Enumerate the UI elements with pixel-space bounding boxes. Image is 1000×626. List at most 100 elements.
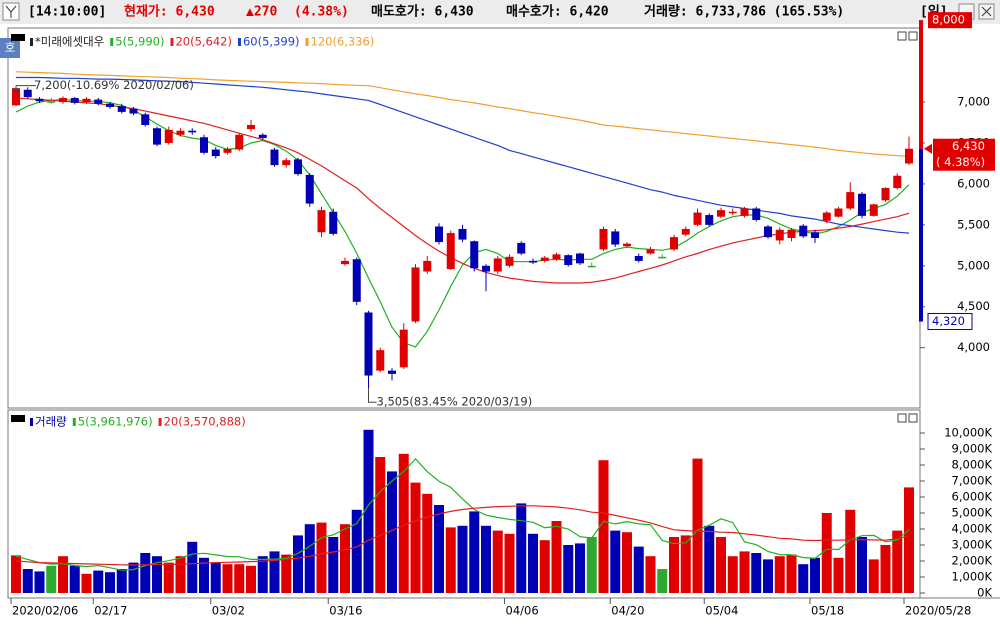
candle-body: [634, 255, 643, 261]
pane-button[interactable]: [908, 31, 918, 41]
legend-swatch: [110, 38, 114, 46]
current-pointer: [924, 143, 932, 154]
volume-bar: [680, 535, 691, 593]
candle-body: [822, 212, 831, 221]
x-tick-label: 04/20: [611, 604, 644, 618]
candle-body: [47, 101, 56, 103]
volume-bar: [669, 537, 679, 593]
candle-body: [881, 188, 890, 201]
candle-body: [341, 260, 349, 265]
candle-body: [317, 210, 326, 233]
candle-body: [164, 129, 173, 143]
y-tick-label: 3,000K: [952, 538, 993, 552]
header-bar: [0, 0, 1000, 24]
candle-body: [658, 256, 667, 259]
y-tick-label: 9,000K: [952, 442, 993, 456]
moving-average-line: [15, 458, 910, 571]
current-label-box: [933, 138, 995, 171]
legend-swatch: [170, 38, 174, 46]
volume-bar: [481, 525, 491, 593]
candle-body: [599, 228, 608, 250]
candle-body: [681, 228, 690, 235]
candle-body: [188, 130, 197, 133]
volume-bar: [786, 554, 797, 593]
candle-body: [646, 249, 655, 254]
volume-bar: [857, 537, 867, 593]
volume-bar: [516, 503, 527, 593]
candle-body: [211, 149, 220, 157]
high-label: 8,000: [932, 13, 965, 27]
legend-label: 120(6,336): [311, 35, 375, 49]
volume-bar: [116, 569, 127, 593]
low-label: 4,320: [932, 314, 965, 328]
volume-bar: [492, 530, 503, 593]
volume-bar: [880, 545, 891, 593]
candle-body: [129, 108, 138, 114]
side-button[interactable]: [0, 38, 20, 58]
volume-bar: [622, 532, 632, 593]
moving-average-line: [15, 71, 910, 157]
candle-body: [740, 208, 749, 216]
menu-glyph: [5, 5, 17, 18]
header-change: ▲270: [246, 5, 277, 20]
legend-label: 5(3,961,976): [78, 415, 153, 429]
volume-bar: [81, 573, 92, 593]
header-price: 현재가: 6,430: [124, 4, 215, 20]
volume-bar: [833, 557, 844, 593]
volume-bar: [210, 562, 221, 593]
candle-body: [106, 103, 114, 107]
volume-bar: [163, 562, 174, 593]
y-tick-label: 0K: [977, 586, 992, 600]
legend-swatch: [30, 38, 33, 46]
candle-body: [705, 215, 714, 225]
candle-body: [70, 97, 79, 103]
volume-bar: [528, 533, 538, 593]
y-tick-label: 5,000K: [952, 506, 993, 520]
candle-body: [764, 226, 772, 238]
volume-bar: [199, 557, 209, 593]
volume-bar: [704, 525, 715, 593]
candle-body: [482, 265, 490, 272]
pane-button[interactable]: [897, 31, 907, 41]
candle-body: [693, 212, 702, 225]
pane-button[interactable]: [908, 413, 918, 423]
y-tick-label: 8,000K: [952, 458, 993, 472]
close-glyph: [981, 6, 992, 17]
header-ask: 매도호가: 6,430: [371, 5, 474, 20]
y-tick-label: 4,500: [957, 299, 990, 313]
volume-bar: [128, 562, 139, 593]
legend-icon: [11, 415, 25, 422]
pane-button[interactable]: [897, 413, 907, 423]
candle-body: [893, 175, 902, 189]
volume-bar: [46, 565, 57, 593]
volume-bar: [328, 537, 339, 593]
volume-bar: [363, 429, 374, 593]
candle-body: [717, 210, 725, 217]
y-tick-label: 10,000K: [944, 426, 992, 440]
candle-body: [364, 312, 373, 376]
candle-body: [799, 225, 808, 237]
candle-body: [23, 89, 32, 98]
volume-bar: [187, 541, 198, 593]
x-tick-label: 2020/05/28: [905, 604, 971, 618]
candle-body: [529, 260, 537, 263]
y-tick-label: 6,000: [957, 176, 990, 190]
volume-bar: [586, 537, 597, 593]
volume-bar: [105, 572, 115, 593]
candle-body: [12, 88, 20, 106]
high-label-box: [928, 12, 972, 29]
y-tick-label: 1,000K: [952, 570, 993, 584]
volume-bar: [351, 509, 362, 593]
legend-swatch: [72, 418, 76, 426]
y-tick-label: 4,000K: [952, 522, 993, 536]
volume-bar: [257, 556, 268, 593]
candle-body: [59, 97, 67, 103]
legend-label: 거래량: [35, 415, 67, 429]
legend-swatch: [305, 38, 309, 46]
legend-swatch: [237, 38, 241, 46]
y-tick-label: 5,000: [957, 258, 990, 272]
annotation-leader: [12, 85, 36, 93]
volume-bar: [845, 509, 856, 593]
